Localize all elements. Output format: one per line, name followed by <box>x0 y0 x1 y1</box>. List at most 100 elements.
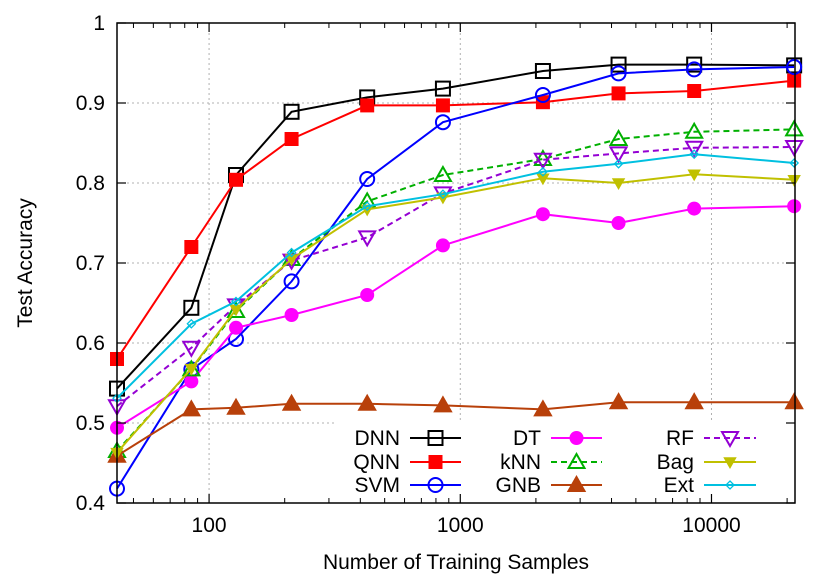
data-point-ext <box>231 296 241 307</box>
legend-label: QNN <box>353 451 400 474</box>
data-point-gnb <box>181 399 202 417</box>
data-point-ext <box>362 201 373 212</box>
data-point-dt <box>184 374 199 389</box>
data-point-gnb <box>533 399 553 417</box>
legend-entry-qnn: QNN <box>353 451 461 474</box>
data-point-gnb <box>433 395 453 413</box>
x-tick-label: 100 <box>192 514 227 537</box>
series-ext <box>112 149 800 404</box>
data-point-dnn <box>434 80 451 97</box>
data-point-ext <box>789 158 800 168</box>
legend-marker <box>720 431 740 449</box>
data-point-ext <box>186 318 197 329</box>
legend-marker <box>723 457 737 470</box>
data-point-dnn <box>610 56 627 73</box>
data-point-bag <box>611 178 626 191</box>
y-tick-label: 0.7 <box>76 252 105 275</box>
legend-label: DNN <box>355 427 401 450</box>
data-point-dt <box>535 207 550 222</box>
data-point-svm <box>359 171 376 187</box>
data-point-dt <box>229 320 244 335</box>
legend-label: kNN <box>500 451 541 474</box>
data-point-knn <box>533 148 553 166</box>
data-point-qnn <box>611 86 626 101</box>
data-point-bag <box>687 169 701 182</box>
series-line-qnn <box>116 79 795 360</box>
legend-marker <box>566 451 587 469</box>
series-line-dt <box>116 205 795 429</box>
data-point-ext <box>538 166 548 177</box>
data-point-svm <box>434 114 451 131</box>
y-axis-label: Test Accuracy <box>14 198 37 328</box>
data-point-bag <box>284 254 299 267</box>
x-axis-label: Number of Training Samples <box>323 551 589 574</box>
y-tick-label: 1 <box>93 12 105 35</box>
data-point-qnn <box>435 98 450 113</box>
data-point-bag <box>184 363 199 376</box>
data-point-dnn <box>183 299 200 316</box>
data-point-rf <box>357 230 377 248</box>
data-point-gnb <box>784 392 804 410</box>
data-point-qnn <box>360 98 375 113</box>
data-point-ext <box>613 158 624 169</box>
y-tick-label: 0.6 <box>76 332 105 355</box>
legend-marker <box>725 480 735 490</box>
series-line-ext <box>116 153 795 399</box>
y-tick-label: 0.8 <box>76 172 105 195</box>
data-point-knn <box>684 121 704 139</box>
data-point-qnn <box>284 132 299 146</box>
data-point-svm <box>610 65 627 82</box>
data-point-svm <box>786 59 803 75</box>
data-point-bag <box>536 173 550 186</box>
series-line-rf <box>116 146 795 407</box>
x-tick-label: 10000 <box>682 514 740 537</box>
data-point-knn <box>608 128 629 146</box>
data-point-svm <box>283 273 300 290</box>
data-point-dnn <box>686 56 703 73</box>
legend-marker <box>427 477 444 493</box>
data-point-rf <box>181 340 202 358</box>
y-tick-label: 0.4 <box>76 492 106 515</box>
series-line-gnb <box>116 401 795 457</box>
axis-ticks: 0.4 0.5 0.6 0.7 0.8 0.9 1 100 1000 10000 <box>76 12 795 537</box>
data-point-rf <box>608 146 629 164</box>
series-gnb <box>107 392 804 463</box>
legend-entry-dt: DT <box>513 427 602 450</box>
data-point-dt <box>360 288 375 302</box>
data-point-dt <box>611 216 626 230</box>
data-point-gnb <box>684 392 704 410</box>
legend-marker <box>566 474 587 492</box>
series-rf <box>107 140 804 417</box>
legend-entry-knn: kNN <box>500 451 602 474</box>
legend-entry-rf: RF <box>666 427 756 450</box>
data-point-knn <box>433 164 453 182</box>
legend-label: SVM <box>354 474 400 497</box>
series-dnn <box>109 56 803 397</box>
legend-label: GNB <box>495 474 541 497</box>
data-point-qnn <box>229 172 244 187</box>
series-dt <box>110 199 802 435</box>
legend-entry-dnn: DNN <box>355 427 461 450</box>
data-point-dt <box>787 199 802 214</box>
data-point-gnb <box>281 393 302 411</box>
legend-entry-gnb: GNB <box>495 474 602 497</box>
data-point-knn <box>784 119 804 137</box>
data-point-bag <box>787 175 801 187</box>
data-point-qnn <box>687 84 702 98</box>
data-point-qnn <box>787 73 802 88</box>
data-point-ext <box>286 247 297 258</box>
data-point-gnb <box>357 393 377 411</box>
series-line-knn <box>116 128 795 452</box>
legend-label: RF <box>666 427 694 450</box>
legend-label: Ext <box>664 474 695 497</box>
data-point-rf <box>684 140 704 158</box>
data-point-rf <box>784 140 804 158</box>
legend-entry-svm: SVM <box>354 474 461 497</box>
data-point-rf <box>533 152 553 170</box>
data-point-ext <box>438 189 448 200</box>
legend-entry-bag: Bag <box>657 451 756 474</box>
data-point-gnb <box>608 392 629 410</box>
legend-entry-ext: Ext <box>664 474 756 497</box>
